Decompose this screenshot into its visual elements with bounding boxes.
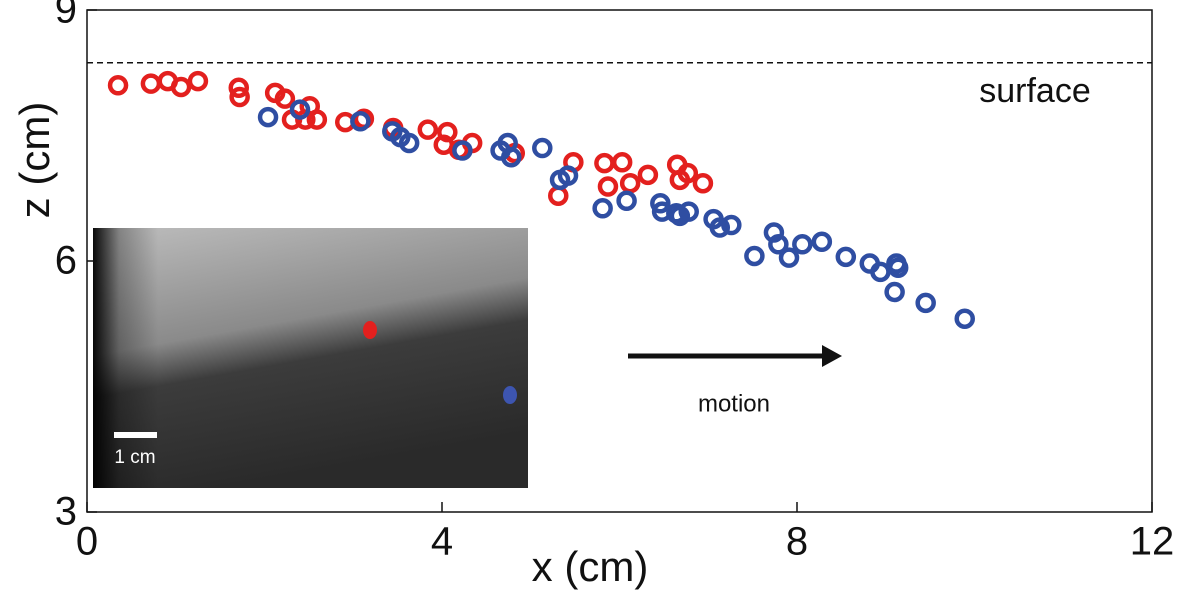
data-point: [887, 257, 909, 278]
data-point: [619, 172, 641, 194]
data-point: [228, 77, 250, 99]
data-point: [417, 119, 439, 140]
inset-scale-label: 1 cm: [114, 447, 155, 468]
data-point: [954, 308, 975, 329]
data-point: [692, 172, 714, 194]
y-tick-label: 6: [55, 239, 77, 283]
data-point: [611, 152, 633, 173]
data-point: [744, 245, 765, 267]
data-point: [350, 111, 371, 132]
data-point: [452, 140, 473, 161]
data-point: [835, 246, 857, 268]
x-axis-label: x (cm): [532, 543, 649, 590]
data-point: [870, 261, 891, 283]
data-point: [721, 214, 742, 236]
data-point: [592, 198, 613, 219]
data-point: [257, 106, 279, 128]
data-point: [637, 164, 659, 186]
data-point: [140, 73, 162, 94]
y-axis-label: z (cm): [11, 102, 58, 219]
data-point: [500, 147, 522, 168]
data-point: [289, 99, 311, 120]
data-point: [229, 86, 250, 108]
surface-label: surface: [979, 72, 1091, 110]
y-tick-label: 9: [55, 0, 77, 32]
data-point: [398, 132, 420, 154]
data-point: [597, 176, 619, 197]
data-point: [306, 109, 328, 130]
x-tick-label: 8: [786, 520, 808, 564]
data-point: [884, 281, 905, 303]
data-point: [107, 75, 129, 96]
data-point: [274, 88, 296, 109]
data-point: [532, 137, 553, 159]
motion-label: motion: [698, 390, 770, 417]
data-point: [295, 109, 316, 130]
motion-arrowhead: [822, 345, 842, 367]
x-tick-label: 0: [76, 520, 98, 564]
data-point: [187, 70, 209, 92]
data-point: [650, 193, 671, 214]
data-point: [557, 165, 579, 186]
inset-photo: 1 cm: [93, 228, 528, 488]
data-point: [677, 162, 699, 184]
data-point: [678, 201, 699, 222]
data-point: [594, 152, 615, 174]
data-point: [792, 234, 813, 255]
data-point: [170, 76, 192, 98]
data-point: [811, 231, 833, 253]
x-tick-label: 12: [1130, 520, 1175, 564]
data-point: [778, 247, 800, 268]
data-point: [548, 185, 569, 206]
data-point: [768, 234, 789, 255]
data-point: [709, 217, 731, 238]
x-tick-label: 4: [431, 520, 453, 564]
y-tick-label: 3: [55, 490, 77, 534]
data-point: [616, 190, 637, 212]
data-point: [915, 292, 936, 314]
